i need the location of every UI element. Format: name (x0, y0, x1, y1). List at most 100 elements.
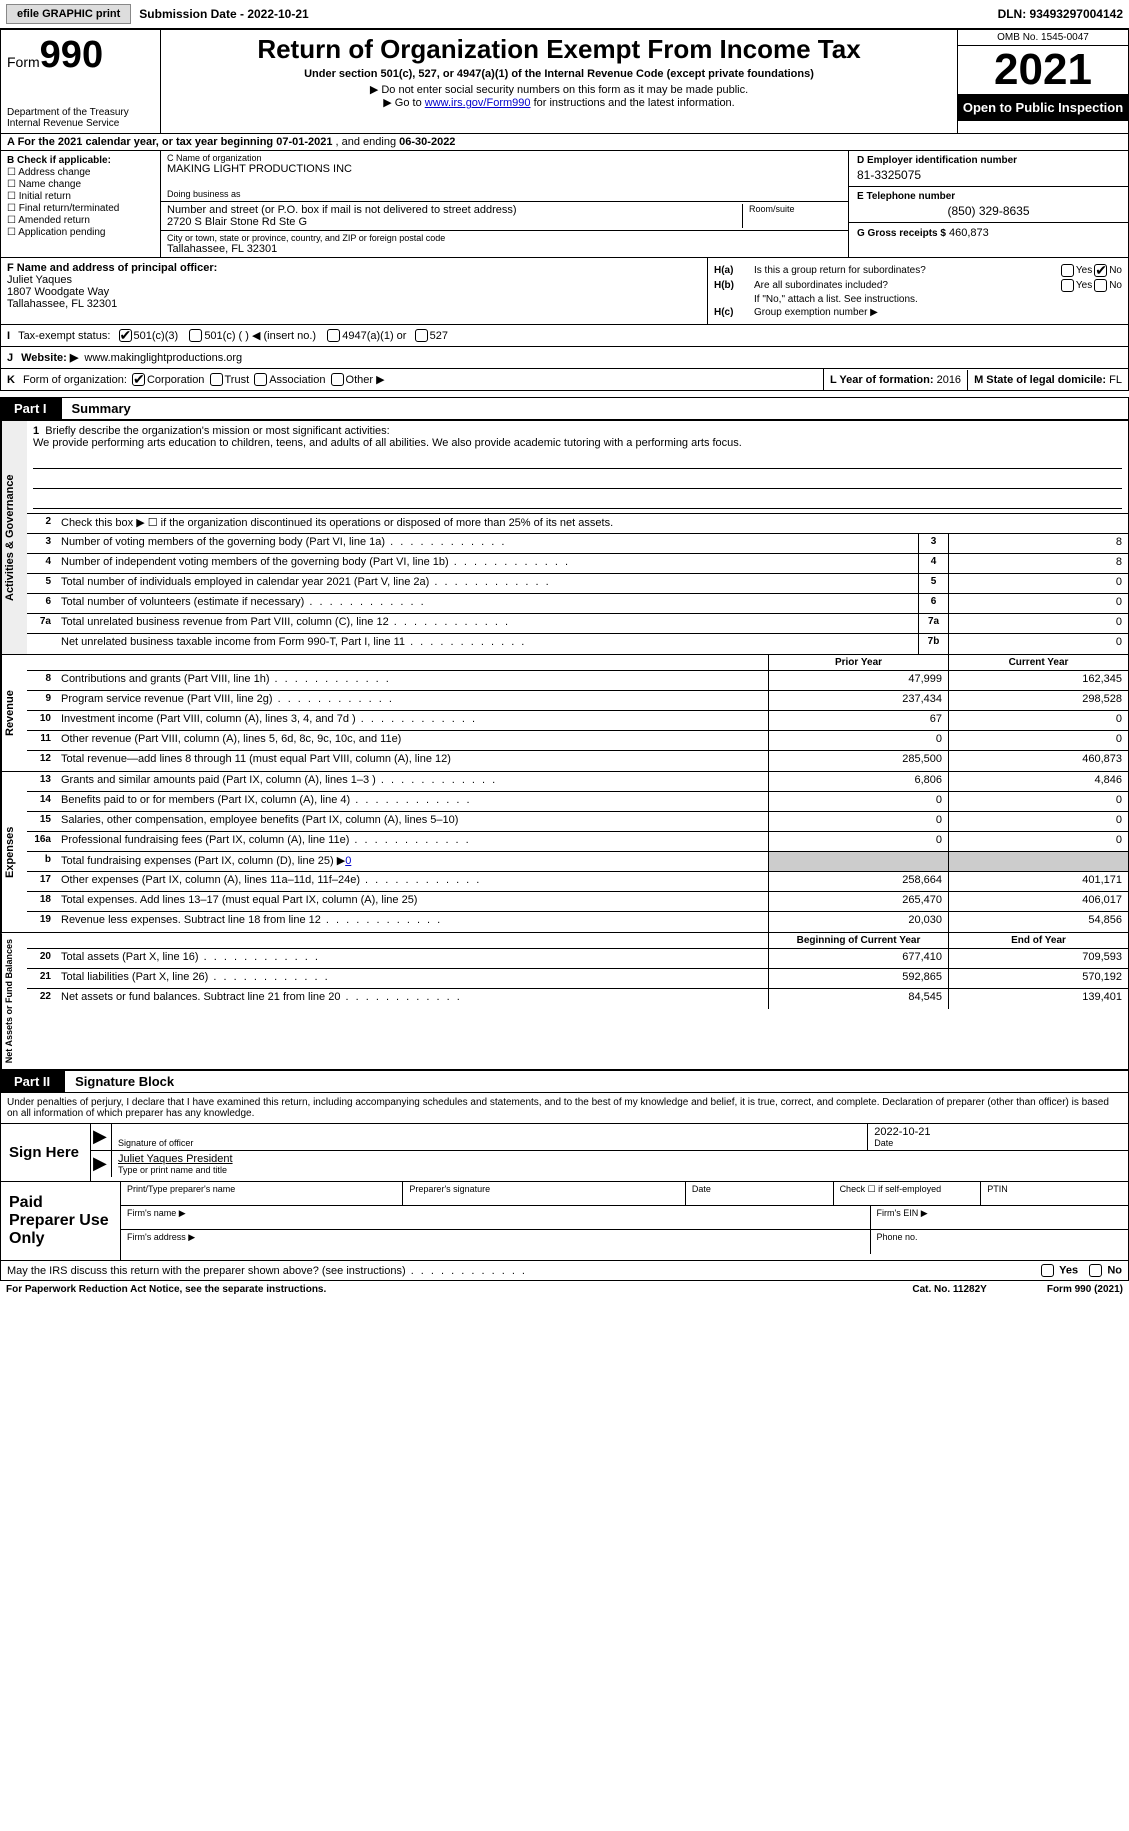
discuss-yes-checkbox[interactable] (1041, 1264, 1054, 1277)
line11-py: 0 (768, 731, 948, 750)
line12-py: 285,500 (768, 751, 948, 771)
line10-py: 67 (768, 711, 948, 730)
part1-title: Summary (61, 397, 1129, 420)
line21-cy: 570,192 (948, 969, 1128, 988)
line5-text: Total number of individuals employed in … (57, 574, 918, 593)
line20-py: 677,410 (768, 949, 948, 968)
chk-501c3[interactable] (119, 329, 132, 342)
line20-text: Total assets (Part X, line 16) (57, 949, 768, 968)
chk-amended-return[interactable]: ☐ Amended return (7, 215, 154, 226)
line16b-text: Total fundraising expenses (Part IX, col… (57, 852, 768, 871)
line21-py: 592,865 (768, 969, 948, 988)
pra-notice: For Paperwork Reduction Act Notice, see … (6, 1284, 912, 1295)
efile-print-button[interactable]: efile GRAPHIC print (6, 4, 131, 24)
line19-cy: 54,856 (948, 912, 1128, 932)
row-fh: F Name and address of principal officer:… (0, 258, 1129, 325)
perjury-declaration: Under penalties of perjury, I declare th… (0, 1093, 1129, 1124)
line17-text: Other expenses (Part IX, column (A), lin… (57, 872, 768, 891)
form-label: Form (7, 54, 40, 70)
line3-text: Number of voting members of the governin… (57, 534, 918, 553)
part1-header: Part I Summary (0, 397, 1129, 420)
line17-cy: 401,171 (948, 872, 1128, 891)
mission-text: We provide performing arts education to … (33, 437, 742, 449)
chk-501c[interactable] (189, 329, 202, 342)
firm-phone-label: Phone no. (871, 1230, 1129, 1254)
hb-text: Are all subordinates included? (754, 280, 1059, 291)
chk-name-change[interactable]: ☐ Name change (7, 179, 154, 190)
form-org-label: Form of organization: (23, 374, 127, 386)
block-bcd: B Check if applicable: ☐ Address change … (0, 151, 1129, 258)
ha-text: Is this a group return for subordinates? (754, 265, 1059, 276)
line13-text: Grants and similar amounts paid (Part IX… (57, 772, 768, 791)
chk-4947[interactable] (327, 329, 340, 342)
org-name: MAKING LIGHT PRODUCTIONS INC (167, 163, 842, 175)
sig-officer-label: Signature of officer (118, 1138, 861, 1148)
summary-netassets: Net Assets or Fund Balances Beginning of… (0, 933, 1129, 1070)
state-domicile: M State of legal domicile: FL (968, 370, 1128, 390)
ha-no-checkbox[interactable] (1094, 264, 1107, 277)
ha-yes-checkbox[interactable] (1061, 264, 1074, 277)
chk-association[interactable] (254, 373, 267, 386)
self-employed-label: Check ☐ if self-employed (834, 1182, 982, 1205)
form-version: Form 990 (2021) (1047, 1284, 1123, 1295)
public-inspection: Open to Public Inspection (958, 94, 1128, 121)
dln: DLN: 93493297004142 (998, 7, 1123, 21)
chk-final-return[interactable]: ☐ Final return/terminated (7, 203, 154, 214)
hb-yes-checkbox[interactable] (1061, 279, 1074, 292)
irs-link[interactable]: www.irs.gov/Form990 (425, 97, 531, 109)
org-city: Tallahassee, FL 32301 (167, 243, 842, 255)
chk-other[interactable] (331, 373, 344, 386)
tel-value: (850) 329-8635 (857, 204, 1120, 218)
line14-text: Benefits paid to or for members (Part IX… (57, 792, 768, 811)
irs-discuss-row: May the IRS discuss this return with the… (0, 1261, 1129, 1281)
row-a-tax-year: A For the 2021 calendar year, or tax yea… (0, 134, 1129, 151)
line16b-link[interactable]: 0 (345, 855, 351, 867)
hb-note: If "No," attach a list. See instructions… (714, 294, 1122, 305)
gross-label: G Gross receipts $ (857, 228, 946, 239)
chk-corporation[interactable] (132, 373, 145, 386)
row-i-tax-status: I Tax-exempt status: 501(c)(3) 501(c) ( … (0, 325, 1129, 347)
cat-number: Cat. No. 11282Y (912, 1284, 986, 1295)
begin-year-header: Beginning of Current Year (768, 933, 948, 948)
hb-label: H(b) (714, 280, 754, 291)
officer-label: F Name and address of principal officer: (7, 262, 217, 274)
form-number: 990 (40, 34, 103, 76)
line15-text: Salaries, other compensation, employee b… (57, 812, 768, 831)
ptin-label: PTIN (981, 1182, 1128, 1205)
chk-initial-return[interactable]: ☐ Initial return (7, 191, 154, 202)
website-label: Website: ▶ (21, 351, 78, 364)
line12-text: Total revenue—add lines 8 through 11 (mu… (57, 751, 768, 771)
line22-py: 84,545 (768, 989, 948, 1009)
line16b-gray (768, 852, 948, 871)
line21-text: Total liabilities (Part X, line 26) (57, 969, 768, 988)
hb-no-checkbox[interactable] (1094, 279, 1107, 292)
hc-label: H(c) (714, 307, 754, 318)
chk-application-pending[interactable]: ☐ Application pending (7, 227, 154, 238)
chk-trust[interactable] (210, 373, 223, 386)
officer-addr1: 1807 Woodgate Way (7, 286, 109, 298)
line16a-text: Professional fundraising fees (Part IX, … (57, 832, 768, 851)
line7a-text: Total unrelated business revenue from Pa… (57, 614, 918, 633)
line9-py: 237,434 (768, 691, 948, 710)
discuss-no-checkbox[interactable] (1089, 1264, 1102, 1277)
col-b-title: B Check if applicable: (7, 155, 111, 166)
line6-value: 0 (948, 594, 1128, 613)
line20-cy: 709,593 (948, 949, 1128, 968)
year-formation: L Year of formation: 2016 (824, 370, 968, 390)
dept-treasury: Department of the Treasury (7, 107, 154, 118)
line19-text: Revenue less expenses. Subtract line 18 … (57, 912, 768, 932)
arrow-icon: ▶ (91, 1124, 111, 1150)
line7a-value: 0 (948, 614, 1128, 633)
sign-here-block: Sign Here ▶ Signature of officer 2022-10… (0, 1124, 1129, 1182)
line9-cy: 298,528 (948, 691, 1128, 710)
website-url: www.makinglightproductions.org (84, 352, 242, 364)
ein-label: D Employer identification number (857, 155, 1120, 166)
chk-address-change[interactable]: ☐ Address change (7, 167, 154, 178)
line22-text: Net assets or fund balances. Subtract li… (57, 989, 768, 1009)
line8-py: 47,999 (768, 671, 948, 690)
current-year-header: Current Year (948, 655, 1128, 670)
chk-527[interactable] (415, 329, 428, 342)
officer-addr2: Tallahassee, FL 32301 (7, 298, 117, 310)
line7b-text: Net unrelated business taxable income fr… (57, 634, 918, 654)
ein-value: 81-3325075 (857, 168, 1120, 182)
